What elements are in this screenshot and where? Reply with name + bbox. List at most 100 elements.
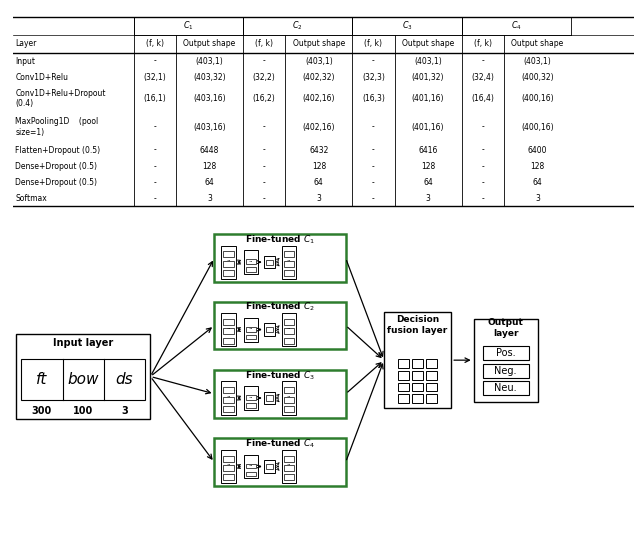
Text: -: - [481, 57, 484, 65]
Text: Dense+Dropout (0.5): Dense+Dropout (0.5) [15, 178, 97, 187]
Bar [223, 319, 234, 325]
Text: Output shape: Output shape [292, 40, 345, 48]
Bar [264, 392, 275, 404]
Text: 3: 3 [316, 194, 321, 203]
Bar [483, 382, 529, 396]
Text: (400,16): (400,16) [521, 94, 554, 103]
Bar [223, 328, 234, 334]
Bar [264, 256, 275, 269]
Text: -: - [154, 194, 156, 203]
Text: (32,2): (32,2) [253, 73, 276, 81]
Text: (403,16): (403,16) [193, 94, 226, 103]
Text: $C_1$: $C_1$ [183, 19, 194, 32]
Text: $C_4$: $C_4$ [511, 19, 522, 32]
Bar [223, 406, 234, 412]
Bar [223, 388, 234, 393]
Text: Fine-tuned $C_1$: Fine-tuned $C_1$ [245, 234, 315, 246]
Text: -: - [154, 123, 156, 131]
Text: ..: .. [226, 256, 230, 262]
Text: (401,16): (401,16) [412, 123, 444, 131]
Text: Dense+Dropout (0.5): Dense+Dropout (0.5) [15, 162, 97, 170]
Text: -: - [263, 162, 266, 170]
Bar [282, 450, 296, 483]
Bar [266, 327, 273, 332]
Bar [282, 313, 296, 346]
Text: 3: 3 [121, 406, 128, 416]
Text: (16,3): (16,3) [362, 94, 385, 103]
Bar [246, 259, 256, 264]
Bar [412, 383, 423, 391]
Bar [412, 394, 423, 403]
Text: MaxPooling1D    (pool
size=1): MaxPooling1D (pool size=1) [15, 117, 99, 137]
Bar [221, 313, 236, 346]
Bar [244, 455, 258, 479]
Text: 100: 100 [73, 406, 93, 416]
Text: 3: 3 [207, 194, 212, 203]
Bar [426, 394, 437, 403]
Text: (403,1): (403,1) [414, 57, 442, 65]
Text: 128: 128 [421, 162, 435, 170]
Text: (401,16): (401,16) [412, 94, 444, 103]
Text: $C_3$: $C_3$ [402, 19, 412, 32]
Bar [384, 312, 451, 408]
Text: (f, k): (f, k) [474, 40, 492, 48]
Text: Output shape: Output shape [402, 40, 454, 48]
Bar [214, 302, 346, 349]
Text: -: - [372, 146, 375, 154]
Text: ..: .. [286, 324, 291, 330]
Bar [284, 388, 294, 393]
Bar [221, 382, 236, 415]
Bar [264, 323, 275, 336]
Text: Pos.: Pos. [496, 348, 515, 358]
Text: -: - [154, 57, 156, 65]
Text: Input: Input [15, 57, 35, 65]
Bar [398, 359, 409, 368]
Bar [426, 383, 437, 391]
Text: Layer: Layer [15, 40, 36, 48]
Bar [223, 260, 234, 267]
Bar [412, 371, 423, 379]
Text: -: - [263, 123, 266, 131]
Bar [246, 327, 256, 332]
Text: (402,32): (402,32) [303, 73, 335, 81]
Bar [284, 328, 294, 334]
Bar [246, 403, 256, 408]
Bar [284, 406, 294, 412]
Text: ..: .. [248, 393, 253, 399]
Text: (32,4): (32,4) [471, 73, 494, 81]
Text: Fine-tuned $C_2$: Fine-tuned $C_2$ [245, 301, 315, 314]
Bar [264, 460, 275, 473]
Text: (402,16): (402,16) [303, 94, 335, 103]
Bar [244, 250, 258, 274]
Bar [266, 259, 273, 265]
Bar [282, 245, 296, 279]
Text: -: - [154, 178, 156, 187]
Text: -: - [481, 194, 484, 203]
Text: (f, k): (f, k) [365, 40, 383, 48]
Text: 6432: 6432 [309, 146, 328, 154]
Bar [398, 394, 409, 403]
Bar [412, 359, 423, 368]
Bar [483, 346, 529, 360]
Bar [284, 397, 294, 403]
Text: -: - [263, 57, 266, 65]
Bar [284, 338, 294, 344]
Text: -: - [372, 57, 375, 65]
Text: Decision
fusion layer: Decision fusion layer [387, 316, 448, 335]
Text: -: - [372, 178, 375, 187]
Bar [214, 438, 346, 486]
Bar [398, 383, 409, 391]
Text: Neu.: Neu. [494, 383, 517, 393]
Text: ..: .. [226, 460, 230, 466]
Bar [223, 338, 234, 344]
Text: -: - [481, 123, 484, 131]
Text: -: - [481, 178, 484, 187]
Text: -: - [154, 162, 156, 170]
Bar [284, 251, 294, 257]
Bar [244, 386, 258, 410]
Text: (403,16): (403,16) [193, 123, 226, 131]
Bar [16, 334, 150, 419]
Text: (32,1): (32,1) [143, 73, 166, 81]
Bar [21, 359, 145, 399]
Bar [223, 465, 234, 471]
